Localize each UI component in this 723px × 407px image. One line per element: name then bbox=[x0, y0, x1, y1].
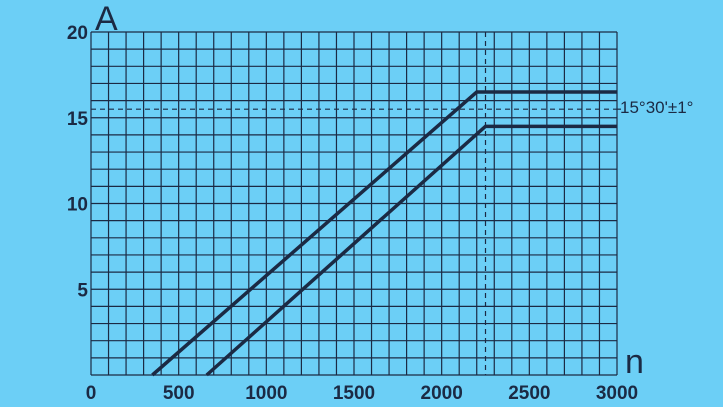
x-tick-label: 500 bbox=[163, 383, 195, 404]
x-tick-label: 3000 bbox=[596, 383, 638, 404]
y-tick-label: 5 bbox=[77, 280, 88, 301]
series-line-1 bbox=[151, 90, 617, 377]
y-tick-label: 20 bbox=[67, 23, 88, 44]
reference-lines bbox=[91, 32, 621, 375]
y-tick-label: 15 bbox=[67, 109, 89, 130]
y-tick-labels: 5 10 15 20 bbox=[67, 23, 89, 301]
x-axis-title: n bbox=[625, 343, 644, 381]
x-tick-label: 1000 bbox=[245, 383, 287, 404]
angle-annotation: 15°30'±1° bbox=[620, 98, 693, 117]
series-lines bbox=[151, 90, 617, 377]
x-tick-label: 2000 bbox=[421, 383, 463, 404]
x-tick-label: 0 bbox=[86, 383, 97, 404]
series-line-2 bbox=[205, 124, 617, 377]
grid bbox=[90, 31, 618, 376]
y-axis-title: A bbox=[95, 0, 118, 38]
x-tick-labels: 0 500 1000 1500 2000 2500 3000 bbox=[86, 383, 638, 404]
x-tick-label: 1500 bbox=[333, 383, 375, 404]
y-tick-label: 10 bbox=[67, 195, 88, 216]
x-tick-label: 2500 bbox=[508, 383, 550, 404]
